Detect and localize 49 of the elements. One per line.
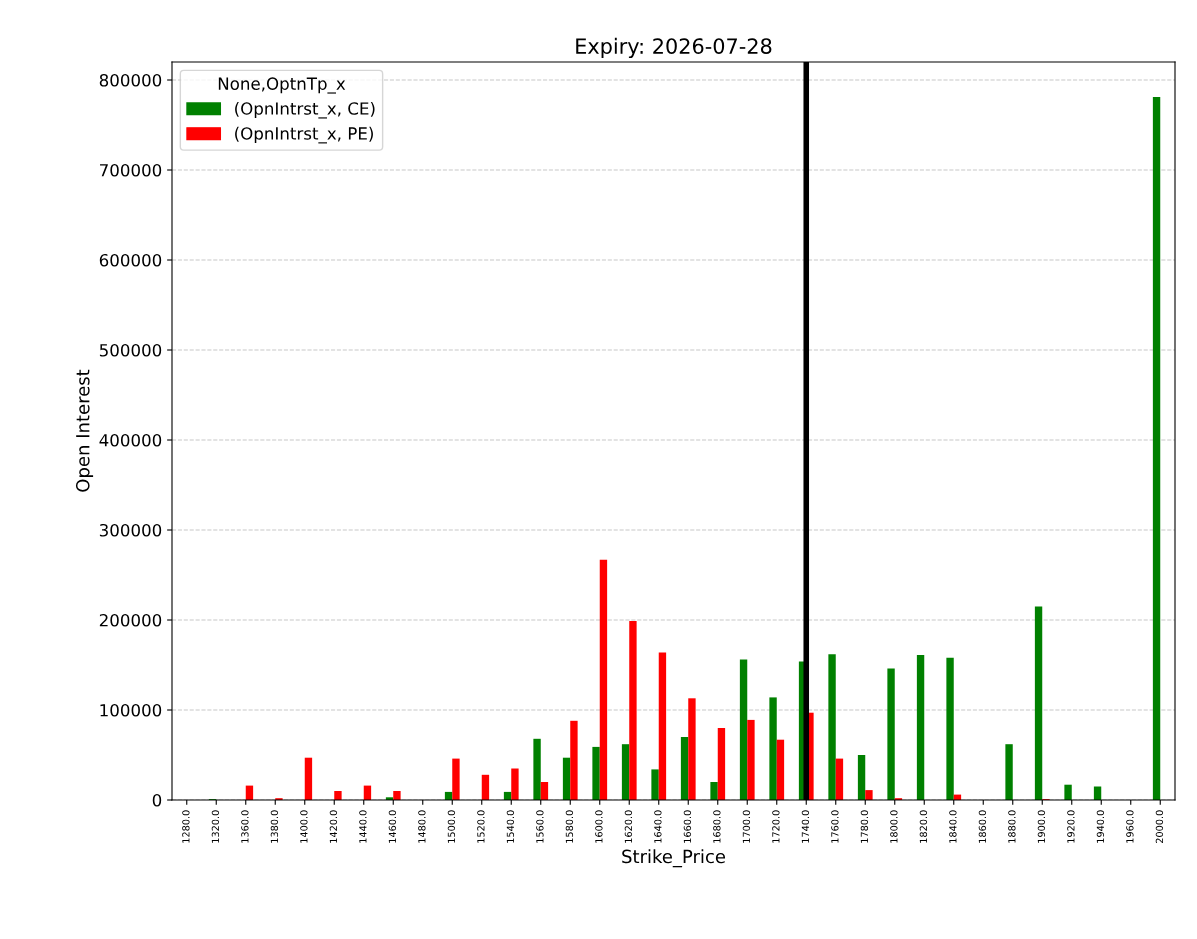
y-tick-label: 100000 [100, 703, 162, 717]
y-tick-label: 800000 [99, 73, 162, 87]
x-axis-title: Strike_Price [622, 849, 726, 868]
y-tick-label: 600000 [99, 253, 162, 267]
x-tick-label: 1580.0 [565, 810, 574, 843]
x-tick-label: 1440.0 [359, 810, 367, 843]
x-tick-label: 1760.0 [831, 810, 839, 843]
x-tick-label: 1720.0 [772, 810, 780, 843]
y-tick-label: 200000 [99, 613, 162, 627]
x-tick-label: 1420.0 [329, 810, 338, 843]
x-tick-label: 1660.0 [683, 810, 692, 843]
y-tick-label: 400000 [99, 433, 162, 447]
x-tick-label: 1280.0 [182, 810, 190, 843]
x-tick-label: 2000.0 [1155, 810, 1164, 844]
x-tick-label: 1780.0 [860, 810, 869, 843]
x-tick-label: 1820.0 [919, 810, 928, 843]
x-tick-label: 1740.0 [801, 810, 810, 843]
x-tick-label: 1560.0 [536, 810, 544, 843]
x-tick-label: 1700.0 [742, 810, 751, 843]
x-tick-label: 1920.0 [1067, 810, 1075, 843]
x-tick-label: 1880.0 [1008, 810, 1016, 843]
y-axis-title: Open Interest [75, 369, 94, 492]
x-tick-label: 1520.0 [477, 810, 485, 843]
x-tick-label: 1840.0 [949, 810, 957, 843]
legend-label: (OpnIntrst_x, PE) [235, 126, 373, 144]
legend-title: None,OptnTp_x [218, 77, 346, 94]
x-tick-label: 1540.0 [506, 810, 515, 843]
legend-label: (OpnIntrst_x, CE) [235, 101, 375, 119]
y-tick-label: 300000 [99, 523, 162, 537]
x-tick-label: 1480.0 [418, 810, 426, 843]
x-tick-label: 1400.0 [300, 810, 308, 843]
x-tick-label: 1800.0 [890, 810, 898, 843]
x-tick-label: 1500.0 [447, 810, 456, 843]
chart-title: Expiry: 2026-07-28 [576, 37, 772, 58]
x-tick-label: 1960.0 [1126, 810, 1134, 843]
x-tick-label: 1360.0 [241, 810, 249, 843]
x-tick-label: 1680.0 [713, 810, 721, 843]
x-tick-label: 1940.0 [1096, 810, 1105, 843]
x-tick-label: 1600.0 [595, 810, 603, 843]
x-tick-label: 1320.0 [211, 810, 220, 843]
x-tick-label: 1900.0 [1037, 810, 1046, 843]
y-tick-label: 0 [152, 793, 162, 807]
x-tick-label: 1620.0 [624, 810, 633, 843]
y-tick-label: 700000 [100, 163, 162, 177]
x-tick-label: 1860.0 [978, 810, 987, 843]
x-tick-label: 1460.0 [388, 810, 397, 843]
y-tick-label: 500000 [99, 343, 162, 357]
x-tick-label: 1380.0 [270, 810, 279, 843]
x-tick-label: 1640.0 [654, 810, 662, 843]
